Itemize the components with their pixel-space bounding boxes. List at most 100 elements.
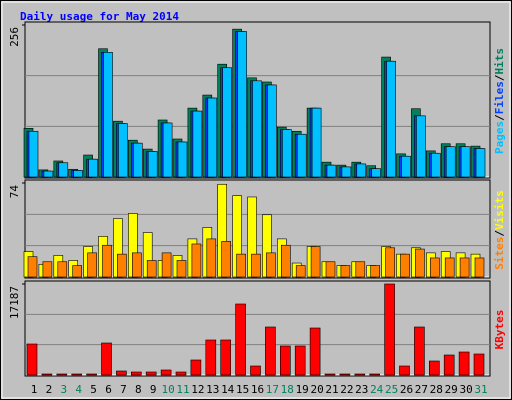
bar	[131, 371, 142, 376]
bar	[71, 373, 82, 376]
bar	[117, 253, 127, 278]
bar	[102, 244, 112, 278]
legend-separator: /	[493, 74, 506, 81]
bar	[207, 97, 218, 178]
bar	[58, 162, 69, 178]
bar	[176, 260, 187, 278]
bar	[161, 252, 172, 278]
x-tick-label: 17	[266, 383, 279, 396]
legend-entry: Files	[493, 81, 506, 114]
bar	[310, 246, 321, 278]
bar	[101, 342, 112, 376]
bar	[73, 170, 83, 178]
bar	[475, 148, 486, 178]
bar	[474, 257, 485, 278]
bar	[103, 52, 113, 178]
legend-entry: Hits	[493, 48, 506, 75]
bar	[237, 31, 247, 178]
bar	[205, 339, 217, 376]
bar	[384, 283, 395, 376]
legend: Pages/Files/Hits	[493, 48, 506, 154]
bar	[445, 146, 456, 178]
bar	[251, 253, 261, 278]
bar	[250, 365, 261, 376]
legend-entry: KBytes	[493, 310, 506, 350]
bar	[459, 257, 470, 278]
bar	[42, 261, 53, 278]
x-tick-label: 30	[459, 383, 472, 396]
bar	[133, 142, 143, 178]
bar	[162, 122, 173, 178]
legend-separator: /	[493, 114, 506, 121]
bar	[280, 244, 291, 278]
x-tick-label: 27	[415, 383, 428, 396]
bar	[145, 371, 157, 376]
x-tick-label: 24	[370, 383, 384, 396]
bar	[252, 80, 262, 178]
bar	[340, 265, 351, 278]
x-tick-label: 29	[445, 383, 458, 396]
bar	[295, 265, 306, 278]
x-tick-label: 4	[75, 383, 82, 396]
bar	[28, 130, 39, 178]
bar	[265, 326, 276, 376]
bar	[72, 265, 82, 278]
bar	[267, 84, 277, 178]
x-tick-label: 31	[474, 383, 487, 396]
bar	[190, 359, 202, 376]
legend-separator: /	[493, 230, 506, 237]
bar	[87, 252, 97, 278]
bar	[386, 60, 396, 178]
bar	[294, 345, 306, 376]
bar	[206, 238, 217, 278]
bar	[325, 261, 336, 278]
bar	[191, 243, 202, 278]
x-tick-label: 23	[355, 383, 368, 396]
legend-entry: Sites	[493, 237, 506, 270]
x-tick-label: 19	[296, 383, 309, 396]
bar	[458, 351, 470, 376]
bar	[341, 166, 352, 178]
bar	[279, 345, 291, 376]
bar	[399, 365, 410, 376]
x-tick-label: 7	[120, 383, 127, 396]
x-tick-label: 10	[161, 383, 174, 396]
bar	[311, 107, 322, 178]
bar	[221, 241, 231, 278]
bar	[281, 129, 292, 178]
bar	[444, 257, 455, 278]
x-tick-label: 20	[310, 383, 323, 396]
bar	[369, 373, 381, 376]
legend: Sites/Visits	[493, 190, 506, 270]
bar	[309, 327, 321, 376]
bar	[401, 155, 411, 178]
bar	[430, 152, 441, 178]
bar	[354, 373, 366, 376]
x-tick-label: 6	[105, 383, 112, 396]
y-tick-label: 256	[8, 27, 21, 47]
bar	[43, 170, 54, 178]
bar	[415, 248, 425, 278]
bar	[26, 343, 38, 376]
x-tick-label: 9	[150, 383, 157, 396]
x-tick-label: 2	[46, 383, 53, 396]
bar	[266, 252, 276, 278]
x-tick-label: 16	[251, 383, 264, 396]
bar	[355, 261, 366, 278]
bar	[428, 360, 440, 376]
bar	[326, 164, 337, 178]
bar	[177, 141, 188, 178]
bar	[385, 247, 395, 278]
bar	[27, 256, 38, 278]
x-tick-label: 12	[191, 383, 204, 396]
bar	[88, 158, 98, 178]
x-tick-label: 11	[176, 383, 189, 396]
bar	[356, 163, 367, 178]
legend-entry: Visits	[493, 190, 506, 230]
bar	[296, 133, 307, 178]
x-tick-label: 3	[60, 383, 67, 396]
y-tick-label: 74	[8, 185, 21, 199]
chart-title: Daily usage for May 2014	[20, 10, 179, 23]
